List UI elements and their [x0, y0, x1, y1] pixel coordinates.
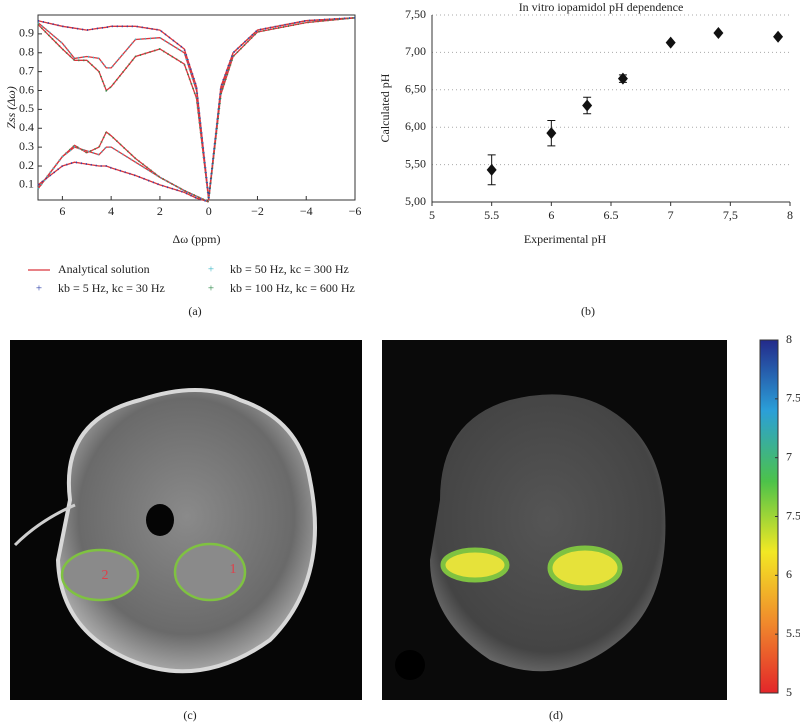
colorbar-tick-label: 6 [786, 567, 792, 581]
data-point [546, 127, 557, 140]
y-tick-label: 0.9 [19, 26, 34, 40]
ph-map-image: (d) [382, 340, 727, 722]
simulation-points [37, 16, 356, 201]
y-tick-label: 0.8 [19, 45, 34, 59]
ph-region [440, 547, 510, 583]
caption: (c) [183, 708, 196, 722]
colorbar-tick-label: 5.5 [786, 626, 800, 640]
data-point [665, 36, 676, 49]
curve [37, 130, 209, 203]
tissue [55, 388, 317, 674]
y-tick-label: 0.4 [19, 120, 34, 134]
mri-image: 2 1 (c) [10, 340, 362, 722]
x-tick-label: 5.5 [484, 208, 499, 222]
y-tick-label: 6,00 [405, 119, 426, 133]
x-tick-label: 7 [668, 208, 674, 222]
y-tick-label: 0.2 [19, 158, 34, 172]
simulation-points [37, 16, 356, 199]
colorbar-tick-label: 7.5 [786, 391, 800, 405]
colorbar-tick-label: 5 [786, 685, 792, 699]
y-tick-label: 5,50 [405, 156, 426, 170]
y-tick-label: 0.5 [19, 101, 34, 115]
roi [173, 542, 247, 602]
simulation-points [37, 16, 356, 199]
data-point [713, 26, 724, 39]
roi-label: 2 [102, 568, 109, 583]
legend-swatch: + [208, 264, 214, 276]
colorbar-tick-label: 7 [786, 449, 792, 463]
x-tick-label: 0 [206, 204, 212, 218]
x-tick-label: −4 [300, 204, 313, 218]
data-point [773, 30, 784, 43]
chart-title: In vitro iopamidol pH dependence [519, 0, 684, 14]
curve [37, 17, 356, 199]
legend-label: kb = 100 Hz, kc = 600 Hz [230, 281, 355, 295]
y-tick-label: 0.7 [19, 63, 34, 77]
x-tick-label: 2 [157, 204, 163, 218]
y-tick-label: 0.3 [19, 139, 34, 153]
x-tick-label: 6 [59, 204, 65, 218]
cavity [146, 504, 174, 536]
y-axis-label: Zss (Δω) [4, 86, 18, 129]
x-tick-label: −6 [349, 204, 362, 218]
ph-region [547, 545, 623, 591]
curve [37, 17, 356, 201]
y-tick-label: 6,50 [405, 82, 426, 96]
plot-frame [37, 14, 356, 201]
legend-swatch: + [208, 283, 214, 295]
colorbar-tick-label: 7.5 [786, 508, 800, 522]
roi-label: 1 [230, 562, 237, 577]
legend-label: kb = 50 Hz, kc = 300 Hz [230, 262, 349, 276]
simulation-points [37, 161, 209, 203]
caption: (b) [581, 304, 595, 318]
roi [60, 548, 140, 602]
x-tick-label: 4 [108, 204, 114, 218]
artifact [395, 650, 425, 680]
tissue [430, 394, 666, 672]
y-tick-label: 7,50 [405, 7, 426, 21]
x-tick-label: 8 [787, 208, 793, 222]
catheter [13, 503, 76, 547]
x-axis-label: Δω (ppm) [173, 232, 221, 246]
x-tick-label: 6.5 [604, 208, 619, 222]
x-tick-label: 5 [429, 208, 435, 222]
y-axis-label: Calculated pH [378, 73, 392, 142]
y-tick-label: 7,00 [405, 44, 426, 58]
y-tick-label: 0.6 [19, 82, 34, 96]
curve [37, 161, 209, 203]
legend-label: Analytical solution [58, 262, 150, 276]
data-point [617, 72, 628, 85]
legend-label: kb = 5 Hz, kc = 30 Hz [58, 281, 165, 295]
y-tick-label: 5,00 [405, 194, 426, 208]
x-tick-label: −2 [251, 204, 264, 218]
x-tick-label: 7,5 [723, 208, 738, 222]
x-axis-label: Experimental pH [524, 232, 607, 246]
x-tick-label: 6 [548, 208, 554, 222]
data-point [582, 99, 593, 112]
y-tick-label: 0.1 [19, 177, 34, 191]
caption: (a) [188, 304, 201, 318]
data-point [486, 163, 497, 176]
legend-swatch: + [36, 283, 42, 295]
curve [37, 17, 356, 199]
caption: (d) [549, 708, 563, 722]
colorbar-tick-label: 8 [786, 332, 792, 346]
